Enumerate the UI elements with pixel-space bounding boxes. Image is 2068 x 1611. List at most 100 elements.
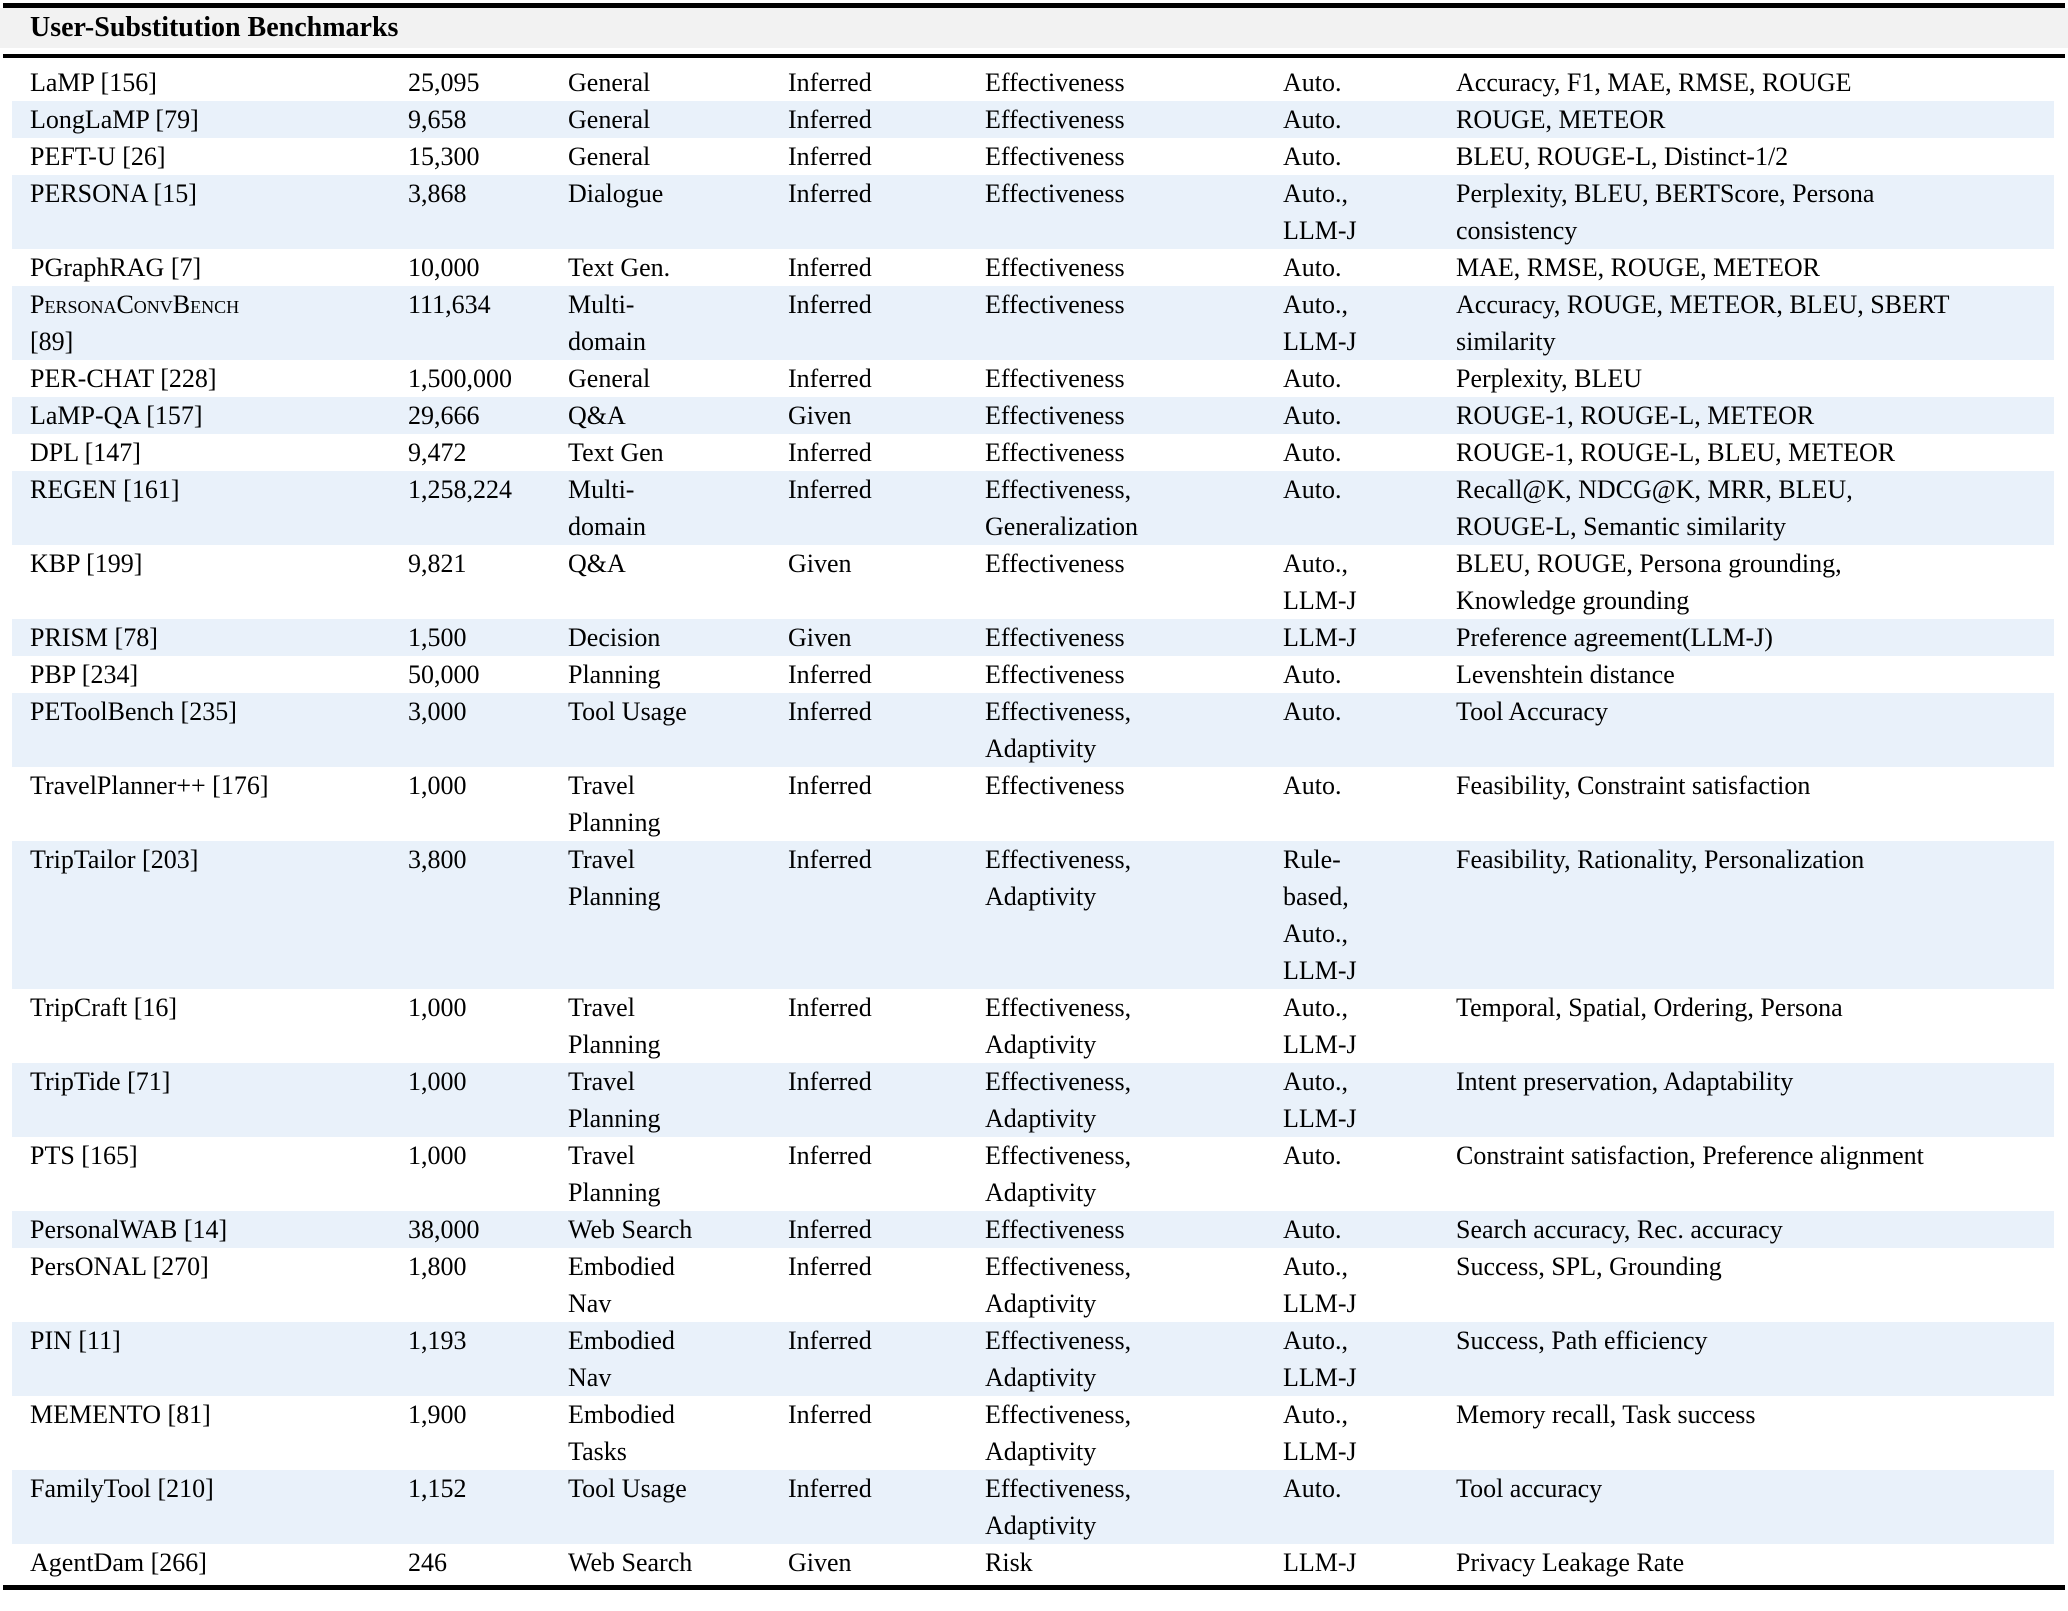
cell-benchmark-name: REGEN [161]: [30, 475, 180, 504]
cell-benchmark-name: PIN [11]: [30, 1326, 121, 1355]
cell-metrics: Memory recall, Task success: [1456, 1400, 1756, 1429]
cell-evaluation-aspects: Effectiveness: [985, 68, 1125, 97]
cell-evaluation-aspects: Effectiveness: [985, 549, 1125, 578]
cell-size: 1,000: [408, 993, 467, 1022]
cell-evaluator: Auto.: [1283, 401, 1342, 430]
cell-evaluator: Rule- based, Auto., LLM-J: [1283, 845, 1357, 985]
cell-evaluator: Auto.: [1283, 364, 1342, 393]
table-row: PER-CHAT [228] 1,500,000 General Inferre…: [12, 360, 2054, 397]
cell-profile-type: Inferred: [788, 1215, 872, 1244]
cell-evaluation-aspects: Effectiveness: [985, 364, 1125, 393]
table-row: KBP [199] 9,821 Q&A Given Effectiveness …: [12, 545, 2054, 619]
cell-domain: Embodied Tasks: [568, 1400, 675, 1466]
cell-size: 1,500: [408, 623, 467, 652]
cell-metrics: Constraint satisfaction, Preference alig…: [1456, 1141, 1924, 1170]
cell-profile-type: Inferred: [788, 105, 872, 134]
cell-profile-type: Inferred: [788, 1326, 872, 1355]
table-row: TripCraft [16] 1,000 Travel Planning Inf…: [12, 989, 2054, 1063]
cell-size: 9,472: [408, 438, 467, 467]
cell-domain: Embodied Nav: [568, 1252, 675, 1318]
cell-domain: Q&A: [568, 549, 626, 578]
cell-benchmark-name: MEMENTO [81]: [30, 1400, 211, 1429]
cell-size: 1,258,224: [408, 475, 512, 504]
cell-profile-type: Inferred: [788, 1474, 872, 1503]
cell-domain: Web Search: [568, 1215, 693, 1244]
table-row: AgentDam [266] 246 Web Search Given Risk…: [12, 1544, 2054, 1581]
cell-domain: Multi- domain: [568, 290, 646, 356]
cell-benchmark-name: PEToolBench [235]: [30, 697, 237, 726]
cell-evaluation-aspects: Effectiveness, Adaptivity: [985, 1326, 1132, 1392]
cell-profile-type: Inferred: [788, 771, 872, 800]
table-row: PEToolBench [235] 3,000 Tool Usage Infer…: [12, 693, 2054, 767]
cell-metrics: BLEU, ROUGE-L, Distinct-1/2: [1456, 142, 1789, 171]
cell-evaluator: Auto.: [1283, 475, 1342, 504]
table-row: PTS [165] 1,000 Travel Planning Inferred…: [12, 1137, 2054, 1211]
cell-evaluator: Auto.: [1283, 660, 1342, 689]
cell-benchmark-name: PERSONA [15]: [30, 179, 197, 208]
table-row: MEMENTO [81] 1,900 Embodied Tasks Inferr…: [12, 1396, 2054, 1470]
table-row: PIN [11] 1,193 Embodied Nav Inferred Eff…: [12, 1322, 2054, 1396]
cell-evaluator: Auto.: [1283, 142, 1342, 171]
table-row: FamilyTool [210] 1,152 Tool Usage Inferr…: [12, 1470, 2054, 1544]
cell-size: 1,000: [408, 1067, 467, 1096]
cell-size: 1,800: [408, 1252, 467, 1281]
cell-profile-type: Inferred: [788, 845, 872, 874]
cell-evaluator: LLM-J: [1283, 1548, 1357, 1577]
cell-evaluation-aspects: Effectiveness, Adaptivity: [985, 1252, 1132, 1318]
cell-evaluator: Auto., LLM-J: [1283, 1252, 1357, 1318]
header-rule: [3, 54, 2065, 58]
table-row: DPL [147] 9,472 Text Gen Inferred Effect…: [12, 434, 2054, 471]
cell-profile-type: Inferred: [788, 660, 872, 689]
cell-evaluator: Auto., LLM-J: [1283, 1400, 1357, 1466]
cell-metrics: Success, SPL, Grounding: [1456, 1252, 1722, 1281]
cell-profile-type: Inferred: [788, 142, 872, 171]
cell-evaluator: Auto.: [1283, 1474, 1342, 1503]
cell-evaluation-aspects: Effectiveness, Adaptivity: [985, 1067, 1132, 1133]
cell-metrics: BLEU, ROUGE, Persona grounding, Knowledg…: [1456, 549, 1842, 615]
cell-size: 1,500,000: [408, 364, 512, 393]
cell-domain: General: [568, 364, 651, 393]
cell-evaluation-aspects: Effectiveness: [985, 771, 1125, 800]
cell-metrics: ROUGE-1, ROUGE-L, METEOR: [1456, 401, 1815, 430]
cell-evaluator: Auto., LLM-J: [1283, 1326, 1357, 1392]
cell-profile-type: Inferred: [788, 1141, 872, 1170]
bottom-rule: [3, 1585, 2065, 1590]
cell-evaluator: Auto.: [1283, 68, 1342, 97]
cell-profile-type: Inferred: [788, 438, 872, 467]
cell-evaluator: Auto.: [1283, 438, 1342, 467]
cell-profile-type: Inferred: [788, 364, 872, 393]
benchmark-table: User-Substitution Benchmarks LaMP [156] …: [0, 3, 2068, 1590]
cell-evaluator: Auto., LLM-J: [1283, 290, 1357, 356]
cell-domain: Q&A: [568, 401, 626, 430]
table-row: PEFT-U [26] 15,300 General Inferred Effe…: [12, 138, 2054, 175]
cell-profile-type: Inferred: [788, 290, 872, 319]
cell-size: 1,000: [408, 1141, 467, 1170]
cell-metrics: Preference agreement(LLM-J): [1456, 623, 1773, 652]
cell-domain: Multi- domain: [568, 475, 646, 541]
cell-benchmark-name: LaMP [156]: [30, 68, 157, 97]
cell-evaluator: Auto.: [1283, 771, 1342, 800]
cell-profile-type: Inferred: [788, 697, 872, 726]
cell-domain: Travel Planning: [568, 993, 661, 1059]
cell-evaluator: Auto.: [1283, 1215, 1342, 1244]
table-row: PersONAL [270] 1,800 Embodied Nav Inferr…: [12, 1248, 2054, 1322]
cell-metrics: Tool Accuracy: [1456, 697, 1608, 726]
cell-size: 38,000: [408, 1215, 480, 1244]
cell-size: 10,000: [408, 253, 480, 282]
table-row: PRISM [78] 1,500 Decision Given Effectiv…: [12, 619, 2054, 656]
table-row: PERSONA [15] 3,868 Dialogue Inferred Eff…: [12, 175, 2054, 249]
cell-evaluation-aspects: Effectiveness: [985, 179, 1125, 208]
cell-domain: Travel Planning: [568, 1141, 661, 1207]
cell-domain: Travel Planning: [568, 771, 661, 837]
cell-metrics: Recall@K, NDCG@K, MRR, BLEU, ROUGE-L, Se…: [1456, 475, 1853, 541]
cell-domain: Tool Usage: [568, 1474, 687, 1503]
cell-benchmark-name: LaMP-QA [157]: [30, 401, 203, 430]
table-row: PersonaConvBench [89] 111,634 Multi- dom…: [12, 286, 2054, 360]
cell-benchmark-name: PER-CHAT [228]: [30, 364, 217, 393]
cell-size: 29,666: [408, 401, 480, 430]
cell-domain: Text Gen.: [568, 253, 671, 282]
cell-size: 9,821: [408, 549, 467, 578]
cell-metrics: Intent preservation, Adaptability: [1456, 1067, 1794, 1096]
cell-profile-type: Inferred: [788, 993, 872, 1022]
cell-evaluation-aspects: Effectiveness: [985, 290, 1125, 319]
